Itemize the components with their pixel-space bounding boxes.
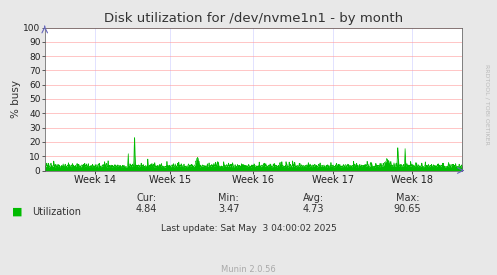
Text: Max:: Max: <box>396 193 419 203</box>
Text: RRDTOOL / TOBI OETIKER: RRDTOOL / TOBI OETIKER <box>485 64 490 145</box>
Text: Utilization: Utilization <box>32 207 82 217</box>
Text: Last update: Sat May  3 04:00:02 2025: Last update: Sat May 3 04:00:02 2025 <box>161 224 336 233</box>
Text: Munin 2.0.56: Munin 2.0.56 <box>221 265 276 274</box>
Text: Cur:: Cur: <box>137 193 157 203</box>
Text: Min:: Min: <box>218 193 239 203</box>
Title: Disk utilization for /dev/nvme1n1 - by month: Disk utilization for /dev/nvme1n1 - by m… <box>104 12 403 25</box>
Text: Avg:: Avg: <box>303 193 324 203</box>
Y-axis label: % busy: % busy <box>10 80 20 118</box>
Text: 4.73: 4.73 <box>302 204 324 214</box>
Text: 3.47: 3.47 <box>218 204 240 214</box>
Text: 4.84: 4.84 <box>136 204 158 214</box>
Text: ■: ■ <box>12 207 23 217</box>
Text: 90.65: 90.65 <box>394 204 421 214</box>
